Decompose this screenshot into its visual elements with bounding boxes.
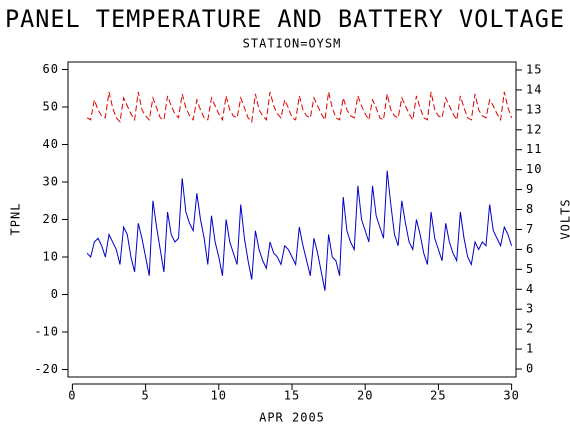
y2-tick-label: 8 [526,202,534,216]
y-tick-label: 50 [43,100,59,114]
x-tick-label: 25 [430,389,446,403]
y2-tick-label: 1 [526,342,534,356]
series-line [86,91,513,123]
x-tick-label: 10 [211,389,227,403]
y-tick-label: -10 [34,325,59,339]
y2-tick-label: 9 [526,182,534,196]
y2-tick-label: 10 [526,162,542,176]
chart-subtitle: STATION=OYSM [243,37,342,51]
y2-tick-label: 7 [526,222,534,236]
chart-title: PANEL TEMPERATURE AND BATTERY VOLTAGE [5,5,565,33]
x-tick-label: 20 [357,389,373,403]
x-tick-label: 5 [141,389,149,403]
y2-tick-label: 15 [526,62,542,76]
y-tick-label: 20 [43,212,59,226]
y2-tick-label: 5 [526,262,534,276]
plot-frame [67,61,517,378]
y-axis-label: TPNL [9,203,23,236]
y2-tick-label: 3 [526,302,534,316]
x-tick-label: 0 [68,389,76,403]
y2-tick-label: 13 [526,102,542,116]
y2-tick-label: 4 [526,282,534,296]
y2-axis-label: VOLTS [559,198,570,239]
x-axis-label: APR 2005 [259,411,325,425]
y2-tick-label: 11 [526,142,542,156]
x-tick-label: 15 [284,389,300,403]
y-tick-label: 10 [43,250,59,264]
y-tick-label: 60 [43,62,59,76]
y2-tick-label: 14 [526,82,542,96]
y2-tick-label: 2 [526,322,534,336]
x-tick-label: 30 [503,389,519,403]
y2-tick-label: 0 [526,362,534,376]
y-tick-label: 0 [51,287,59,301]
y2-tick-label: 6 [526,242,534,256]
y-tick-label: 30 [43,175,59,189]
y2-tick-label: 12 [526,122,542,136]
y-tick-label: 40 [43,137,59,151]
y-tick-label: -20 [34,362,59,376]
series-line [86,170,513,291]
